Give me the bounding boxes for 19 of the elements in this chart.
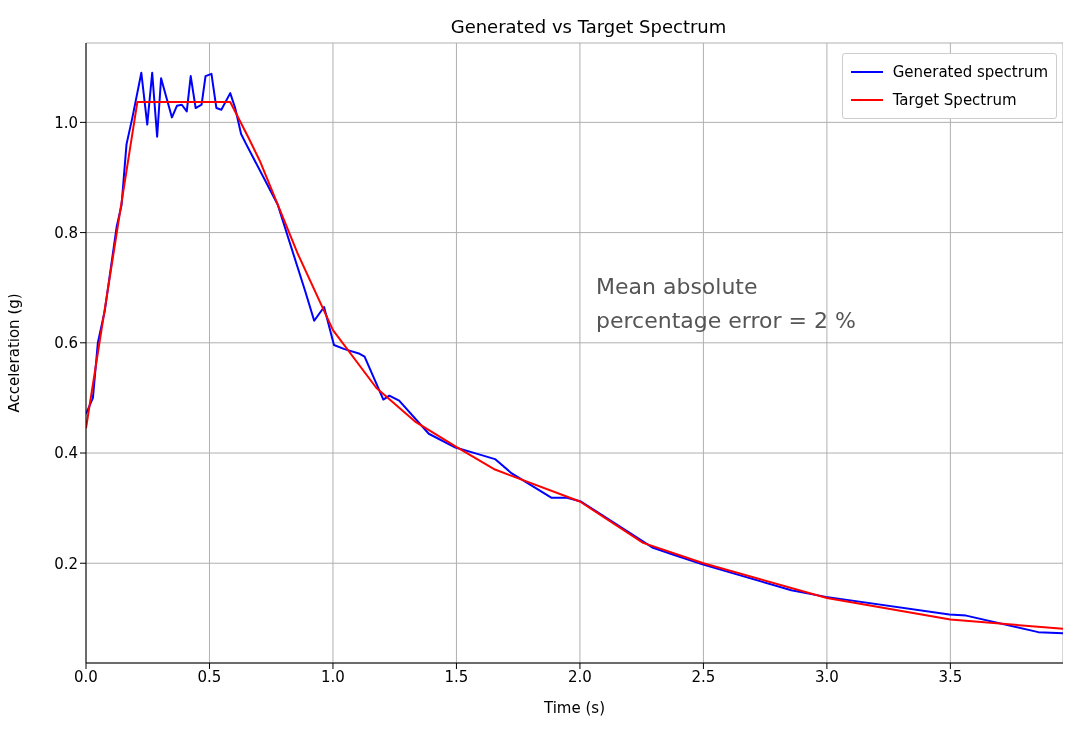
x-axis-title: Time (s) (543, 699, 605, 717)
y-tick-label: 0.2 (54, 554, 78, 573)
x-tick-label: 2.0 (568, 667, 592, 686)
annotation: Mean absolute percentage error = 2 % (596, 273, 857, 335)
legend-label: Generated spectrum (892, 63, 1048, 81)
x-tick-label: 3.0 (814, 667, 839, 686)
x-tick-label: 0.0 (74, 667, 98, 686)
y-tick-label: 1.0 (54, 113, 78, 132)
y-tick-label: 0.4 (54, 444, 78, 463)
chart-title: Generated vs Target Spectrum (449, 16, 728, 37)
legend-label: Target Spectrum (892, 91, 1017, 109)
y-tick-label: 0.8 (54, 223, 78, 242)
x-tick-label: 2.5 (691, 667, 716, 686)
y-tick-label: 0.6 (54, 334, 78, 353)
y-axis-title: Acceleration (g) (5, 293, 24, 413)
x-tick-label: 1.0 (321, 667, 345, 686)
x-tick-label: 1.5 (444, 667, 469, 686)
x-tick-label: 3.5 (938, 667, 963, 686)
x-tick-label: 0.5 (197, 667, 222, 686)
